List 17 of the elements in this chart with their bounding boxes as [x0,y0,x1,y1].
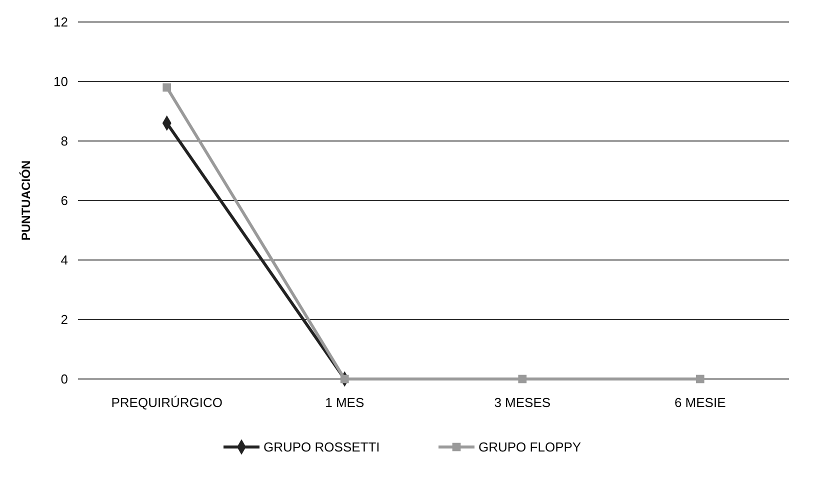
y-tick-label: 10 [54,74,68,90]
point [696,374,704,384]
point [518,374,527,384]
x-tick-label: 6 MESIE [674,395,726,410]
y-axis-title: PUNTUACIÓN [19,160,33,240]
y-tick-label: 6 [60,193,68,208]
x-tick-label: PREQUIRÚRGICO [111,395,222,410]
y-tick-label: 4 [60,252,68,268]
point [162,83,172,92]
y-tick-label: 2 [60,312,68,328]
x-tick-label: 1 MES [325,395,364,410]
legend-label: GRUPO FLOPPY [478,440,582,455]
x-tick-label: 3 MESES [494,395,551,410]
y-tick-label: 12 [54,14,68,30]
legend-label: GRUPO ROSSETTI [264,440,380,455]
y-tick-label: 0 [60,372,68,387]
y-tick-label: 8 [60,134,68,149]
